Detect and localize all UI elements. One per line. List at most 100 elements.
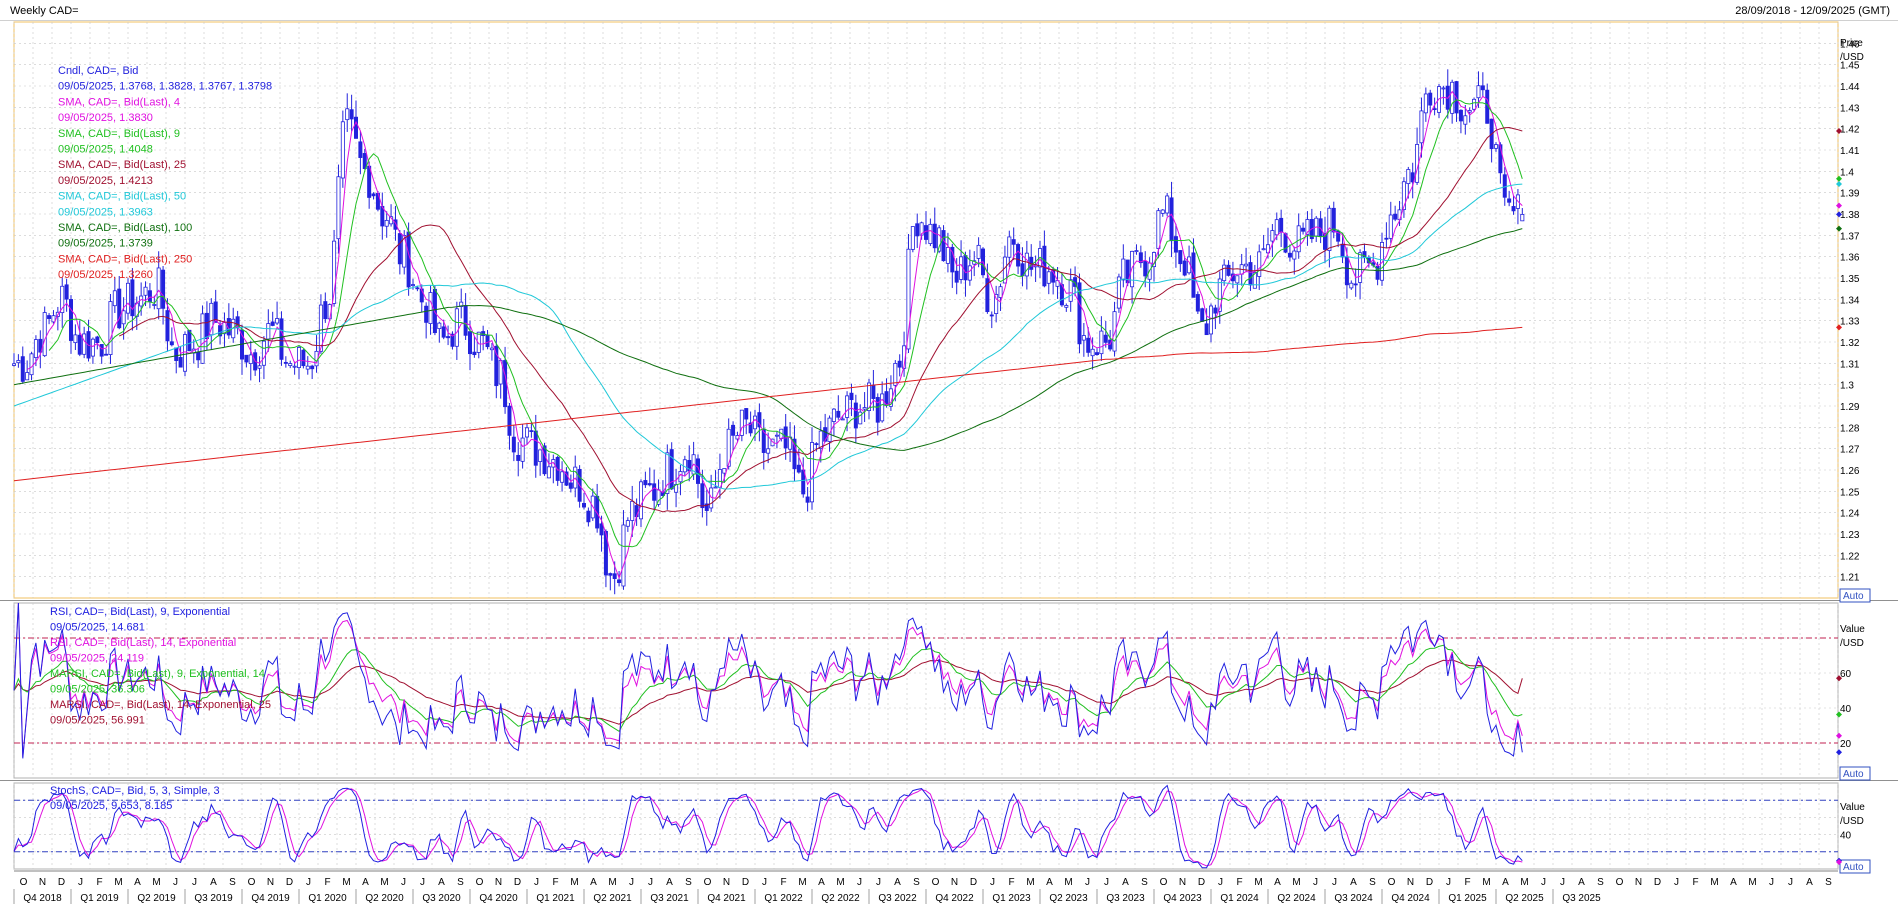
candle-body bbox=[33, 339, 38, 359]
candle-body bbox=[16, 360, 21, 364]
month-tick-label: J bbox=[1218, 877, 1223, 888]
price-tick-label: 1.21 bbox=[1840, 573, 1860, 584]
candle-body bbox=[1138, 252, 1143, 264]
candle-body bbox=[463, 305, 468, 336]
quarter-tick-label: Q2 2020 bbox=[365, 893, 404, 904]
candle-body bbox=[1296, 225, 1301, 253]
quarter-tick-label: Q1 2020 bbox=[308, 893, 347, 904]
candle-body bbox=[261, 340, 266, 366]
sma-4-marker bbox=[1836, 202, 1842, 209]
month-tick-label: D bbox=[58, 877, 65, 888]
month-tick-label: S bbox=[913, 877, 920, 888]
auto-scale-button[interactable] bbox=[1839, 766, 1871, 781]
month-tick-label: M bbox=[570, 877, 578, 888]
rsi-axis-unit: /USD bbox=[1840, 638, 1864, 649]
candle-body bbox=[1195, 294, 1200, 312]
sma-25-line bbox=[118, 126, 1523, 513]
month-tick-label: N bbox=[495, 877, 502, 888]
sma-9-marker bbox=[1836, 175, 1842, 182]
candle-body bbox=[1292, 250, 1297, 260]
month-tick-label: J bbox=[192, 877, 197, 888]
candle-body bbox=[29, 353, 34, 376]
candle-body bbox=[51, 315, 56, 323]
candle-body bbox=[169, 341, 174, 346]
stoch-axis-title: Value bbox=[1840, 802, 1865, 813]
chart-canvas[interactable]: 1.211.221.231.241.251.261.271.281.291.31… bbox=[0, 20, 1898, 909]
month-tick-label: S bbox=[1597, 877, 1604, 888]
candle-body bbox=[288, 363, 293, 366]
candle-body bbox=[367, 165, 372, 198]
month-tick-label: J bbox=[1674, 877, 1679, 888]
price-tick-label: 1.4 bbox=[1840, 167, 1854, 178]
candle-body bbox=[270, 321, 275, 326]
auto-scale-button[interactable] bbox=[1839, 859, 1871, 874]
month-tick-label: A bbox=[134, 877, 141, 888]
price-legend-entry: SMA, CAD=, Bid(Last), 4 bbox=[58, 96, 180, 108]
date-range[interactable]: 28/09/2018 - 12/09/2025 (GMT) bbox=[1735, 5, 1890, 17]
price-legend-entry: SMA, CAD=, Bid(Last), 100 bbox=[58, 222, 192, 234]
month-tick-label: S bbox=[229, 877, 236, 888]
price-tick-label: 1.35 bbox=[1840, 274, 1860, 285]
price-legend-entry: 09/05/2025, 1.3260 bbox=[58, 269, 153, 281]
month-tick-label: J bbox=[78, 877, 83, 888]
candle-body bbox=[985, 278, 990, 313]
candle-body bbox=[1222, 264, 1227, 282]
candle-body bbox=[1191, 252, 1196, 298]
month-tick-label: M bbox=[1292, 877, 1300, 888]
candle-body bbox=[1046, 271, 1051, 284]
candle-body bbox=[792, 438, 797, 470]
month-tick-label: S bbox=[1825, 877, 1832, 888]
candle-body bbox=[1134, 250, 1139, 252]
candle-body bbox=[608, 573, 613, 576]
month-tick-label: J bbox=[1104, 877, 1109, 888]
month-tick-label: A bbox=[1578, 877, 1585, 888]
month-tick-label: N bbox=[951, 877, 958, 888]
month-tick-label: N bbox=[267, 877, 274, 888]
quarter-tick-label: Q1 2022 bbox=[764, 893, 803, 904]
candle-body bbox=[165, 310, 170, 342]
candle-body bbox=[472, 351, 477, 356]
rsi-axis-title: Value bbox=[1840, 624, 1865, 635]
candle-body bbox=[415, 287, 420, 290]
rsi-tick-label: 40 bbox=[1840, 704, 1852, 715]
quarter-tick-label: Q3 2025 bbox=[1562, 893, 1601, 904]
quarter-tick-label: Q3 2019 bbox=[194, 893, 233, 904]
candle-body bbox=[546, 466, 551, 479]
candle-body bbox=[1419, 110, 1424, 144]
price-tick-label: 1.36 bbox=[1840, 253, 1860, 264]
month-tick-label: S bbox=[685, 877, 692, 888]
price-tick-label: 1.3 bbox=[1840, 381, 1854, 392]
candle-body bbox=[827, 417, 832, 442]
quarter-tick-label: Q2 2022 bbox=[821, 893, 860, 904]
candle-body bbox=[906, 248, 911, 350]
candle-body bbox=[880, 393, 885, 422]
candle-body bbox=[757, 412, 762, 428]
candle-body bbox=[1182, 260, 1187, 276]
month-tick-label: J bbox=[420, 877, 425, 888]
month-tick-label: J bbox=[857, 877, 862, 888]
month-tick-label: O bbox=[248, 877, 256, 888]
price-legend-entry: SMA, CAD=, Bid(Last), 50 bbox=[58, 191, 186, 203]
candle-body bbox=[1011, 239, 1016, 245]
auto-scale-button[interactable] bbox=[1839, 588, 1871, 603]
quarter-tick-label: Q2 2024 bbox=[1277, 893, 1316, 904]
candle-body bbox=[1498, 144, 1503, 174]
month-tick-label: O bbox=[1616, 877, 1624, 888]
candle-body bbox=[275, 318, 280, 324]
quarter-tick-label: Q3 2023 bbox=[1106, 893, 1145, 904]
month-tick-label: M bbox=[608, 877, 616, 888]
candle-body bbox=[862, 407, 867, 410]
candle-body bbox=[766, 448, 771, 454]
price-legend-entry: 09/05/2025, 1.3830 bbox=[58, 112, 153, 124]
sma-25-marker bbox=[1836, 127, 1842, 134]
candle-body bbox=[1178, 250, 1183, 265]
quarter-tick-label: Q4 2024 bbox=[1391, 893, 1430, 904]
candle-body bbox=[130, 279, 135, 317]
candle-body bbox=[503, 360, 508, 408]
candle-body bbox=[937, 227, 942, 252]
sma-250-line bbox=[13, 326, 1523, 482]
candle-body bbox=[1270, 230, 1275, 242]
month-tick-label: O bbox=[704, 877, 712, 888]
sma-50-line bbox=[13, 183, 1523, 490]
month-tick-label: M bbox=[1710, 877, 1718, 888]
